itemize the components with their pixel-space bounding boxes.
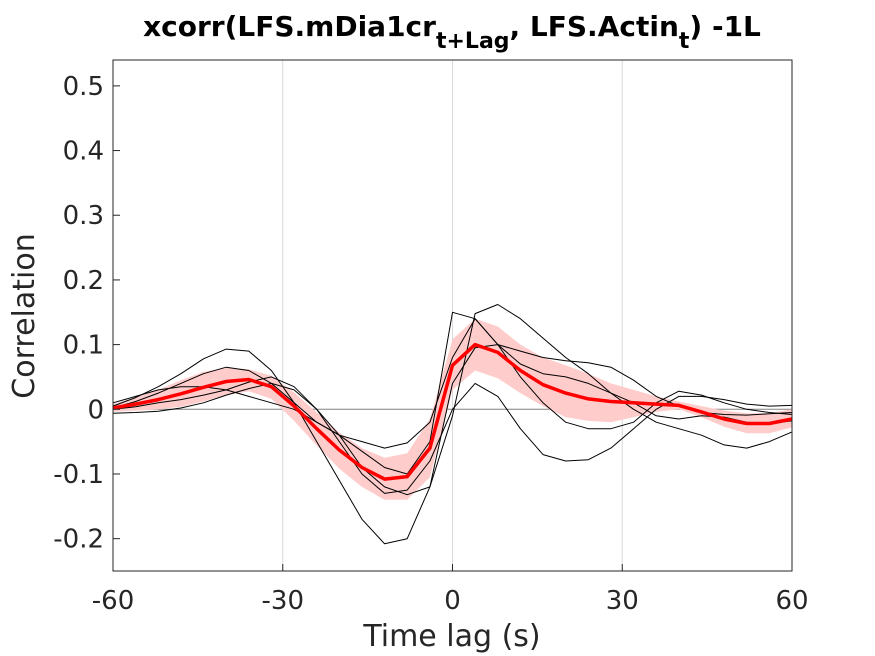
x-tick-label: 0 [444, 586, 461, 616]
y-tick-label: 0.2 [63, 266, 104, 296]
mean-series-line [112, 342, 793, 481]
x-tick-label: 60 [775, 586, 808, 616]
individual-series-line [112, 311, 793, 475]
x-axis-ticks: -60 -30 0 30 60 [92, 564, 809, 616]
y-tick-label: 0.1 [63, 331, 104, 361]
individual-series-line [112, 304, 793, 496]
chart-title: xcorr(LFS.mDia1crt+Lag, LFS.Actint) -1L [143, 10, 761, 54]
title-prefix: xcorr(LFS.mDia1cr [143, 10, 436, 43]
x-tick-label: -60 [92, 586, 134, 616]
y-tick-label: -0.1 [53, 460, 104, 490]
mean-series-layer [112, 342, 793, 481]
x-grid-lines [282, 60, 623, 571]
y-tick-label: 0.5 [63, 72, 104, 102]
y-axis-label: Correlation [7, 233, 42, 398]
title-middle: , LFS.Actin [510, 10, 679, 43]
x-tick-label: 30 [606, 586, 639, 616]
title-subscript-2: t [679, 29, 690, 54]
individual-series-line [112, 318, 793, 449]
title-subscript-1: t+Lag [436, 29, 510, 54]
x-axis-label: Time lag (s) [362, 619, 540, 654]
title-suffix: ) -1L [689, 10, 761, 43]
y-tick-label: 0.4 [63, 137, 104, 167]
x-tick-label: -30 [262, 586, 304, 616]
y-tick-label: 0.3 [63, 201, 104, 231]
y-tick-label: 0 [87, 395, 104, 425]
y-tick-label: -0.2 [53, 525, 104, 555]
y-axis-ticks: -0.2 -0.1 0 0.1 0.2 0.3 0.4 0.5 [53, 72, 120, 555]
